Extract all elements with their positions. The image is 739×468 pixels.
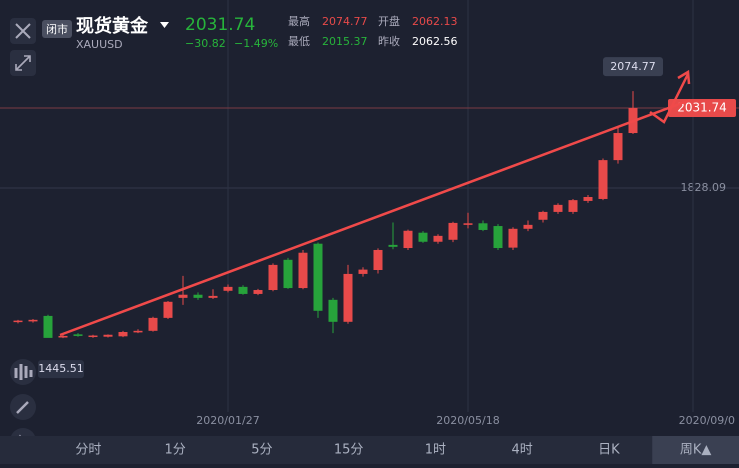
stat-value: 2062.13	[412, 15, 458, 28]
title[interactable]: 现货黄金	[76, 15, 149, 37]
expand-button[interactable]	[10, 50, 36, 76]
candle-body	[403, 230, 413, 249]
low-marker-box	[38, 360, 84, 379]
tab[interactable]: 15分	[334, 443, 364, 458]
candle-body	[508, 228, 518, 248]
candle-body	[388, 244, 398, 247]
x-tick-label: 2020/05/18	[436, 414, 499, 427]
x-tick-label: 2020/01/27	[196, 414, 259, 427]
candle-body	[358, 269, 368, 274]
candle-body	[163, 301, 173, 318]
candle-body	[448, 222, 458, 240]
last-price-box	[668, 99, 736, 118]
tab-selected	[652, 436, 739, 464]
stat-label: 最低	[288, 35, 310, 48]
stat-label: 最高	[288, 14, 310, 28]
candle-body	[583, 197, 593, 201]
status-badge	[42, 20, 72, 38]
candle-body	[478, 223, 488, 230]
symbol: XAUUSD	[76, 38, 123, 51]
stat-value: 2015.37	[322, 35, 368, 48]
tab-bar	[0, 436, 739, 464]
trend-annotation	[59, 69, 691, 337]
high-marker: 2074.77	[610, 60, 656, 73]
candle-body	[598, 160, 608, 199]
candle-body	[253, 290, 263, 294]
candle-body	[178, 294, 188, 298]
stat-value: 2062.56	[412, 35, 458, 48]
stat-label: 开盘	[378, 14, 400, 28]
tab[interactable]: 1时	[425, 443, 446, 458]
candle-body	[268, 264, 278, 291]
candle-body	[238, 286, 248, 294]
candle-body	[493, 226, 503, 249]
last-price-label: 2031.74	[677, 101, 727, 115]
candle-body	[328, 299, 338, 322]
stat-label: 昨收	[378, 34, 400, 48]
candle-body	[463, 223, 473, 225]
tab[interactable]: 周K▲	[680, 443, 712, 458]
candle-body	[118, 332, 128, 337]
change-pct: −1.49%	[234, 37, 278, 50]
candle-body	[133, 330, 143, 333]
candle-body	[538, 211, 548, 220]
tab[interactable]: 1分	[164, 443, 185, 458]
candle-body	[343, 273, 353, 322]
close-button[interactable]	[10, 18, 36, 44]
change: −30.82	[185, 37, 226, 50]
candle-body	[148, 317, 158, 331]
status: 闭市	[46, 22, 68, 36]
stat-value: 2074.77	[322, 15, 368, 28]
candle-body	[28, 319, 38, 322]
candle-body	[13, 320, 23, 323]
tab[interactable]: 5分	[251, 443, 272, 458]
candle-body	[553, 204, 563, 212]
tab[interactable]: 日K	[598, 443, 620, 458]
candle-body	[298, 252, 308, 289]
candle-body	[58, 335, 68, 338]
candle-body	[43, 315, 53, 338]
y-tick-label: 1828.09	[681, 181, 727, 194]
candle-body	[418, 232, 428, 242]
low-marker: 1445.51	[38, 362, 84, 375]
tool-button[interactable]	[10, 394, 36, 420]
candle-body	[73, 334, 83, 336]
candle-body	[193, 294, 203, 298]
candle-body	[568, 200, 578, 212]
dropdown-arrow[interactable]	[160, 22, 169, 28]
candle-body	[613, 133, 623, 161]
tab[interactable]: 分时	[75, 443, 101, 458]
candle-body	[313, 243, 323, 311]
candle-body	[223, 286, 233, 291]
candle-body	[523, 224, 533, 229]
tool-button[interactable]	[10, 359, 36, 385]
candle-body	[88, 335, 98, 338]
candle-body	[283, 259, 293, 289]
high-marker-box	[603, 57, 663, 77]
candle-body	[373, 249, 383, 270]
x-tick-label: 2020/09/0	[679, 414, 735, 427]
tab[interactable]: 4时	[511, 443, 532, 458]
candle-body	[433, 235, 443, 242]
price: 2031.74	[185, 15, 255, 35]
candle-body	[208, 295, 218, 298]
candle-body	[103, 334, 113, 337]
